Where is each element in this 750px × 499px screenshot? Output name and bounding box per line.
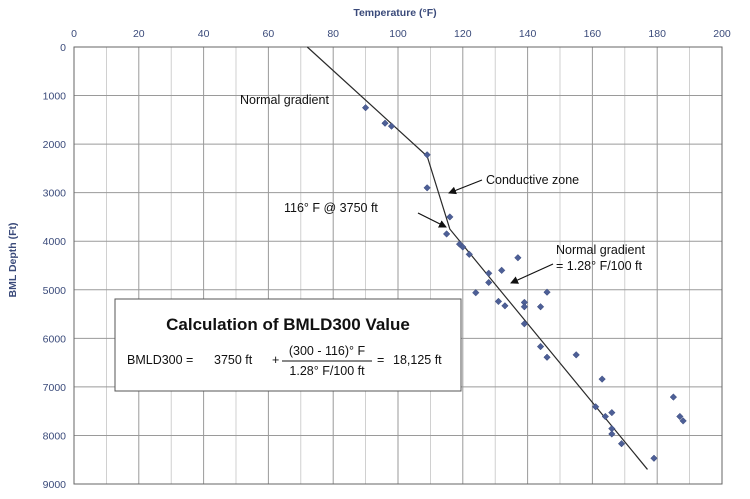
annotation-conductive-zone: Conductive zone — [486, 173, 579, 187]
data-point — [598, 375, 606, 383]
x-tick-label: 120 — [454, 28, 472, 40]
conductive-zone-arrow — [448, 179, 483, 195]
trend-line — [306, 46, 648, 470]
data-point — [608, 408, 616, 417]
data-point — [650, 454, 658, 462]
x-tick-label: 100 — [389, 28, 407, 40]
y-tick-labels: 0 1000 2000 3000 4000 5000 6000 7000 8000 9000 — [43, 42, 67, 491]
annotation-normal-gradient-lower-2: = 1.28° F/100 ft — [556, 259, 642, 273]
data-point — [514, 254, 522, 262]
x-tick-label: 60 — [263, 28, 275, 40]
normal-gradient-arrow — [510, 263, 554, 284]
annotation-116-marker: 116° F @ 3750 ft — [284, 201, 378, 215]
data-point — [387, 122, 396, 130]
x-tick-label: 0 — [71, 28, 77, 40]
data-point — [494, 297, 503, 306]
data-point — [381, 119, 389, 127]
data-point — [498, 266, 506, 275]
y-tick-label: 5000 — [43, 285, 67, 297]
data-point — [423, 151, 431, 159]
calculation-plus: + — [272, 353, 279, 367]
data-point — [459, 243, 467, 251]
calculation-box-frame — [114, 298, 462, 392]
x-tick-label: 140 — [519, 28, 537, 40]
x-tick-label: 80 — [327, 28, 339, 40]
x-tick-label: 180 — [648, 28, 666, 40]
y-tick-label: 8000 — [43, 430, 67, 442]
y-tick-label: 0 — [60, 42, 66, 54]
plot-frame — [73, 46, 723, 485]
data-point — [472, 289, 480, 297]
data-point — [520, 303, 529, 311]
x-tick-label: 160 — [584, 28, 602, 40]
calculation-box: Calculation of BMLD300 Value BMLD300 = 3… — [114, 298, 462, 392]
data-point — [591, 403, 600, 411]
data-point — [543, 288, 551, 296]
data-point — [536, 303, 545, 311]
annotation-normal-gradient-upper: Normal gradient — [240, 93, 329, 107]
calculation-lhs: BMLD300 = — [127, 353, 193, 367]
calculation-result: 18,125 ft — [393, 353, 442, 367]
data-point — [572, 351, 580, 359]
data-point — [543, 353, 551, 361]
calculation-numerator: (300 - 116)° F — [289, 344, 366, 358]
calculation-term1: 3750 ft — [214, 353, 253, 367]
y-tick-label: 6000 — [43, 333, 67, 345]
x-axis-title: Temperature (°F) — [353, 7, 436, 19]
data-point — [676, 412, 684, 421]
calculation-equals: = — [377, 353, 384, 367]
data-point — [520, 320, 529, 328]
annotation-normal-gradient-lower-1: Normal gradient — [556, 243, 645, 257]
calculation-title: Calculation of BMLD300 Value — [166, 315, 410, 334]
data-points — [361, 104, 687, 462]
x-tick-label: 200 — [713, 28, 731, 40]
data-point — [442, 230, 451, 238]
marker-116-arrow — [417, 212, 447, 228]
data-point — [536, 342, 545, 351]
data-point — [601, 412, 610, 421]
x-tick-labels: 0 20 40 60 80 100 120 140 160 180 200 — [71, 28, 731, 40]
data-point — [446, 213, 454, 221]
calculation-denominator: 1.28° F/100 ft — [289, 364, 365, 378]
data-point — [465, 250, 473, 258]
y-tick-label: 3000 — [43, 188, 67, 200]
y-tick-label: 4000 — [43, 236, 67, 248]
y-axis-title: BML Depth (Ft) — [7, 222, 19, 297]
x-tick-label: 20 — [133, 28, 145, 40]
data-point — [608, 430, 616, 438]
data-point — [485, 278, 493, 287]
data-point — [669, 393, 678, 401]
data-point — [485, 269, 493, 277]
data-point — [679, 417, 687, 425]
y-tick-label: 9000 — [43, 479, 67, 491]
data-point — [501, 302, 509, 310]
x-tick-label: 40 — [198, 28, 210, 40]
y-tick-label: 1000 — [43, 91, 67, 103]
data-point — [617, 440, 626, 448]
y-tick-label: 2000 — [43, 139, 67, 151]
data-point — [423, 184, 431, 192]
data-point — [361, 104, 370, 112]
y-tick-label: 7000 — [43, 382, 67, 394]
